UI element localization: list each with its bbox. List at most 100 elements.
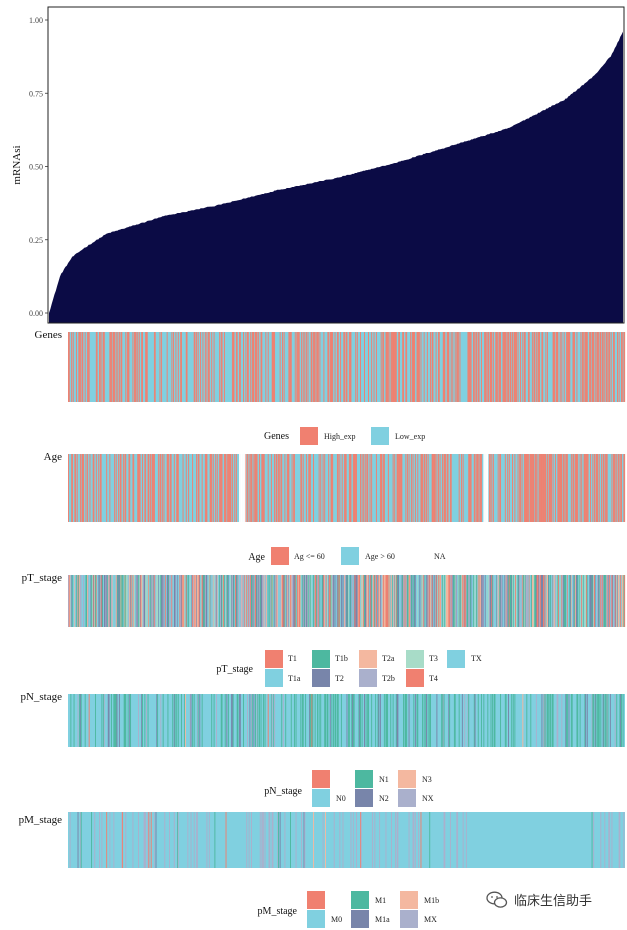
track-cell	[395, 694, 397, 747]
track-cell	[525, 575, 527, 627]
track-cell	[399, 332, 400, 402]
track-cell	[127, 694, 129, 747]
track-cell	[593, 694, 595, 747]
track-cell	[223, 332, 225, 402]
track-cell	[230, 575, 232, 627]
track-cell	[91, 812, 93, 868]
track-cell	[406, 575, 408, 627]
track-cell	[340, 332, 342, 402]
track-cell	[408, 454, 410, 522]
track-cell	[582, 332, 583, 402]
track-cell	[480, 454, 482, 522]
track-cell	[293, 694, 295, 747]
track-cell	[417, 575, 419, 627]
track-cell	[523, 332, 525, 402]
track-cell	[605, 694, 607, 747]
track-cell	[301, 575, 303, 627]
track-cell	[205, 454, 207, 522]
track-cell	[502, 332, 504, 402]
track-cell	[446, 454, 448, 522]
track-cell	[356, 812, 357, 868]
track-cell	[138, 812, 139, 868]
track-cell	[522, 332, 524, 402]
track-cell	[614, 694, 616, 747]
track-cell	[197, 575, 199, 627]
track-cell	[357, 575, 359, 627]
track-cell	[380, 332, 382, 402]
track-cell	[246, 812, 248, 868]
track-cell	[437, 575, 439, 627]
track-cell	[237, 575, 239, 627]
track-cell	[176, 454, 178, 522]
track-cell	[290, 575, 292, 627]
track-cell	[80, 575, 82, 627]
track-cell	[87, 454, 89, 522]
track-cell	[277, 812, 279, 868]
track-cell	[214, 575, 216, 627]
track-cell	[457, 332, 459, 402]
track-cell	[438, 332, 439, 402]
track-cell	[433, 454, 435, 522]
track-cell	[349, 575, 351, 627]
track-cell	[311, 332, 313, 402]
track-cell	[586, 332, 588, 402]
legend-label: M0	[331, 915, 342, 924]
track-cell	[614, 454, 616, 522]
legend-label: N0	[336, 794, 346, 803]
track-cell	[281, 694, 283, 747]
track-cell	[242, 575, 244, 627]
track-cell	[348, 575, 350, 627]
track-cell	[526, 575, 528, 627]
track-cell	[288, 575, 290, 627]
track-cell	[248, 454, 250, 522]
track-cell	[342, 575, 344, 627]
track-cell	[383, 694, 385, 747]
track-cell	[142, 332, 143, 402]
track-cell	[474, 575, 476, 627]
track-pn-stage: pN_stage	[20, 691, 625, 747]
track-cell	[442, 575, 444, 627]
track-cell	[103, 332, 104, 402]
track-cell	[577, 575, 579, 627]
track-cell	[334, 332, 336, 402]
track-cell	[477, 454, 478, 522]
track-cell	[406, 575, 408, 627]
track-cell	[324, 694, 326, 747]
track-cell	[177, 454, 179, 522]
track-cell	[282, 575, 283, 627]
track-cell	[152, 454, 154, 522]
legend-swatch	[312, 789, 330, 807]
track-cell	[533, 332, 535, 402]
track-cell	[576, 694, 578, 747]
track-cell	[441, 575, 443, 627]
track-cell	[512, 332, 513, 402]
track-cell	[322, 454, 324, 522]
track-cell	[539, 454, 541, 522]
track-cell	[619, 575, 621, 627]
track-cell	[231, 694, 233, 747]
track-cell	[168, 575, 170, 627]
track-cell	[374, 812, 376, 868]
track-cell	[98, 454, 100, 522]
track-cell	[461, 454, 463, 522]
track-cell	[208, 575, 210, 627]
track-cell	[284, 812, 286, 868]
track-age: Age	[44, 451, 626, 522]
track-cell	[545, 694, 547, 747]
track-cell	[81, 575, 83, 627]
track-cell	[438, 454, 439, 522]
track-cell	[508, 575, 510, 627]
track-cell	[479, 575, 481, 627]
track-cell	[158, 575, 160, 627]
track-cell	[277, 575, 279, 627]
track-cell	[329, 694, 331, 747]
track-cell	[414, 454, 416, 522]
track-cell	[556, 332, 558, 402]
track-cell	[530, 454, 532, 522]
track-cell	[566, 575, 568, 627]
y-tick-label: 0.50	[29, 163, 43, 172]
track-cell	[122, 454, 124, 522]
track-cell	[272, 332, 274, 402]
track-cell	[297, 332, 299, 402]
track-cell	[513, 575, 515, 627]
